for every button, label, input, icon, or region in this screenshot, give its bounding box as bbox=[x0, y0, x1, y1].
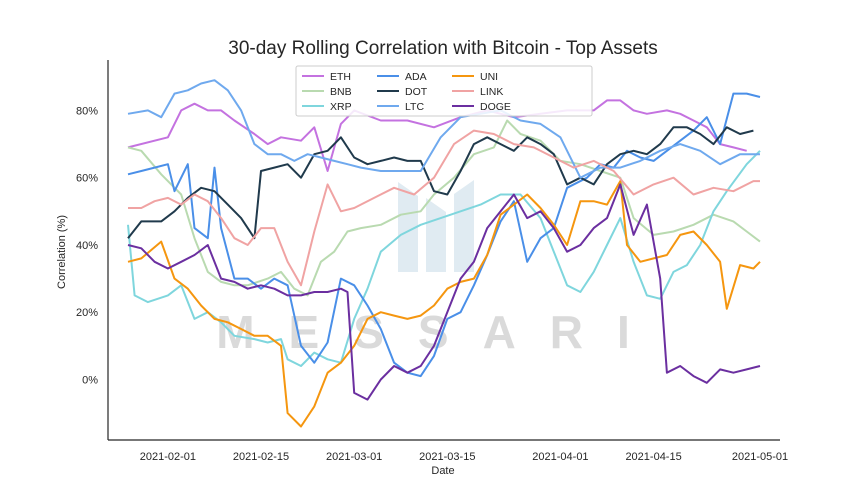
series-line-ltc bbox=[127, 79, 760, 179]
legend-label-eth: ETH bbox=[330, 71, 351, 83]
x-tick-label: 2021-03-01 bbox=[326, 451, 382, 463]
legend-label-doge: DOGE bbox=[480, 101, 511, 113]
series-line-doge bbox=[127, 183, 761, 401]
chart-legend: ETH BNB XRP ADA DOT LTC UNI LINK DOGE bbox=[295, 65, 593, 117]
y-tick-label: 20% bbox=[76, 307, 98, 319]
y-tick-label: 80% bbox=[76, 105, 98, 117]
y-tick-label: 60% bbox=[76, 173, 98, 185]
y-tick-label: 0% bbox=[82, 374, 98, 386]
series-line-bnb bbox=[127, 119, 761, 297]
x-tick-label: 2021-04-01 bbox=[532, 451, 588, 463]
series-line-eth bbox=[127, 99, 747, 172]
series-line-uni bbox=[127, 180, 761, 428]
series-layer bbox=[127, 79, 761, 428]
x-axis-label: Date bbox=[431, 465, 454, 477]
y-axis-label: Correlation (%) bbox=[56, 215, 68, 289]
legend-label-bnb: BNB bbox=[330, 86, 352, 98]
legend-label-dot: DOT bbox=[405, 86, 428, 98]
axes: 0% 20% 40% 60% 80% 2021-02-01 2021-02-15 2021-0… bbox=[76, 60, 788, 463]
legend-label-ltc: LTC bbox=[405, 101, 424, 113]
x-tick-label: 2021-02-01 bbox=[140, 451, 196, 463]
chart-title: 30-day Rolling Correlation with Bitcoin … bbox=[228, 38, 657, 59]
legend-label-link: LINK bbox=[480, 86, 503, 98]
legend-box bbox=[295, 65, 593, 117]
x-tick-label: 2021-04-15 bbox=[625, 451, 681, 463]
watermark-logo-right-bar bbox=[454, 180, 474, 272]
legend-label-uni: UNI bbox=[480, 71, 498, 83]
x-tick-label: 2021-03-15 bbox=[419, 451, 475, 463]
watermark-logo-mid-bar bbox=[426, 198, 446, 272]
y-tick-label: 40% bbox=[76, 240, 98, 252]
series-line-link bbox=[128, 129, 760, 287]
x-tick-label: 2021-02-15 bbox=[233, 451, 289, 463]
legend-label-xrp: XRP bbox=[330, 101, 352, 113]
x-tick-label: 2021-05-01 bbox=[732, 451, 788, 463]
series-line-dot bbox=[127, 126, 754, 240]
series-line-ada bbox=[127, 92, 761, 378]
legend-label-ada: ADA bbox=[405, 71, 427, 83]
series-line-xrp bbox=[127, 150, 761, 367]
watermark-logo-left-bar bbox=[398, 182, 418, 272]
